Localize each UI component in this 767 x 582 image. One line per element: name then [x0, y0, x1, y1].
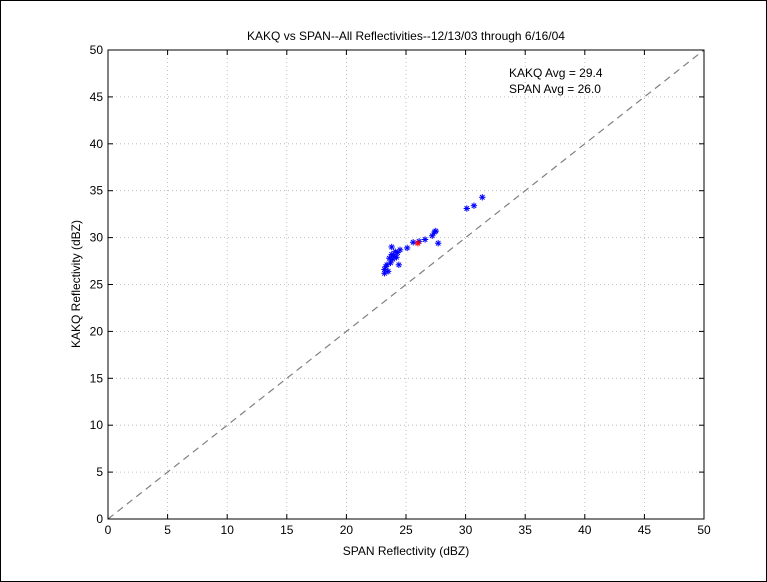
x-ticks: 0 5 10 15 20 25 30 35 40 45 50 — [105, 50, 711, 537]
y-tick-label: 45 — [90, 90, 104, 104]
x-tick-label: 40 — [578, 523, 592, 537]
data-point — [432, 227, 439, 235]
x-tick-label: 30 — [459, 523, 473, 537]
y-ticks: 0 5 10 15 20 25 30 35 40 45 50 — [90, 43, 704, 526]
data-points — [381, 194, 486, 277]
y-tick-label: 35 — [90, 184, 104, 198]
data-point — [421, 236, 429, 243]
x-tick-label: 35 — [519, 523, 533, 537]
data-point — [388, 243, 395, 251]
data-point — [403, 244, 411, 252]
y-tick-label: 20 — [90, 324, 104, 338]
data-point — [387, 259, 394, 267]
y-tick-label: 0 — [96, 512, 103, 526]
y-axis-label: KAKQ Reflectivity (dBZ) — [69, 220, 83, 348]
data-point — [470, 202, 478, 209]
x-tick-label: 5 — [164, 523, 171, 537]
y-tick-label: 5 — [96, 465, 103, 479]
data-point — [395, 261, 403, 269]
x-axis-label: SPAN Reflectivity (dBZ) — [343, 544, 469, 558]
x-tick-label: 10 — [221, 523, 235, 537]
span-average-annotation: SPAN Avg = 26.0 — [509, 82, 601, 96]
data-point — [429, 232, 436, 239]
x-tick-label: 45 — [638, 523, 652, 537]
x-tick-label: 15 — [280, 523, 294, 537]
x-tick-label: 20 — [340, 523, 354, 537]
grid — [108, 50, 704, 519]
data-point — [479, 194, 486, 201]
y-tick-label: 40 — [90, 137, 104, 151]
y-tick-label: 15 — [90, 371, 104, 385]
data-point — [384, 268, 392, 275]
data-point — [383, 261, 391, 269]
x-tick-label: 50 — [697, 523, 711, 537]
data-point — [434, 240, 442, 247]
data-point — [463, 205, 470, 212]
y-tick-label: 50 — [90, 43, 104, 57]
y-tick-label: 25 — [90, 278, 104, 292]
average-point — [414, 240, 422, 247]
data-point — [393, 254, 400, 261]
kakq-average-annotation: KAKQ Avg = 29.4 — [509, 66, 603, 80]
x-tick-label: 0 — [105, 523, 112, 537]
reference-line — [107, 49, 705, 520]
x-tick-label: 25 — [399, 523, 413, 537]
data-point — [396, 246, 404, 253]
y-tick-label: 30 — [90, 231, 104, 245]
data-point — [409, 239, 417, 246]
y-tick-label: 10 — [90, 418, 104, 432]
chart-title: KAKQ vs SPAN--All Reflectivities--12/13/… — [247, 29, 565, 43]
